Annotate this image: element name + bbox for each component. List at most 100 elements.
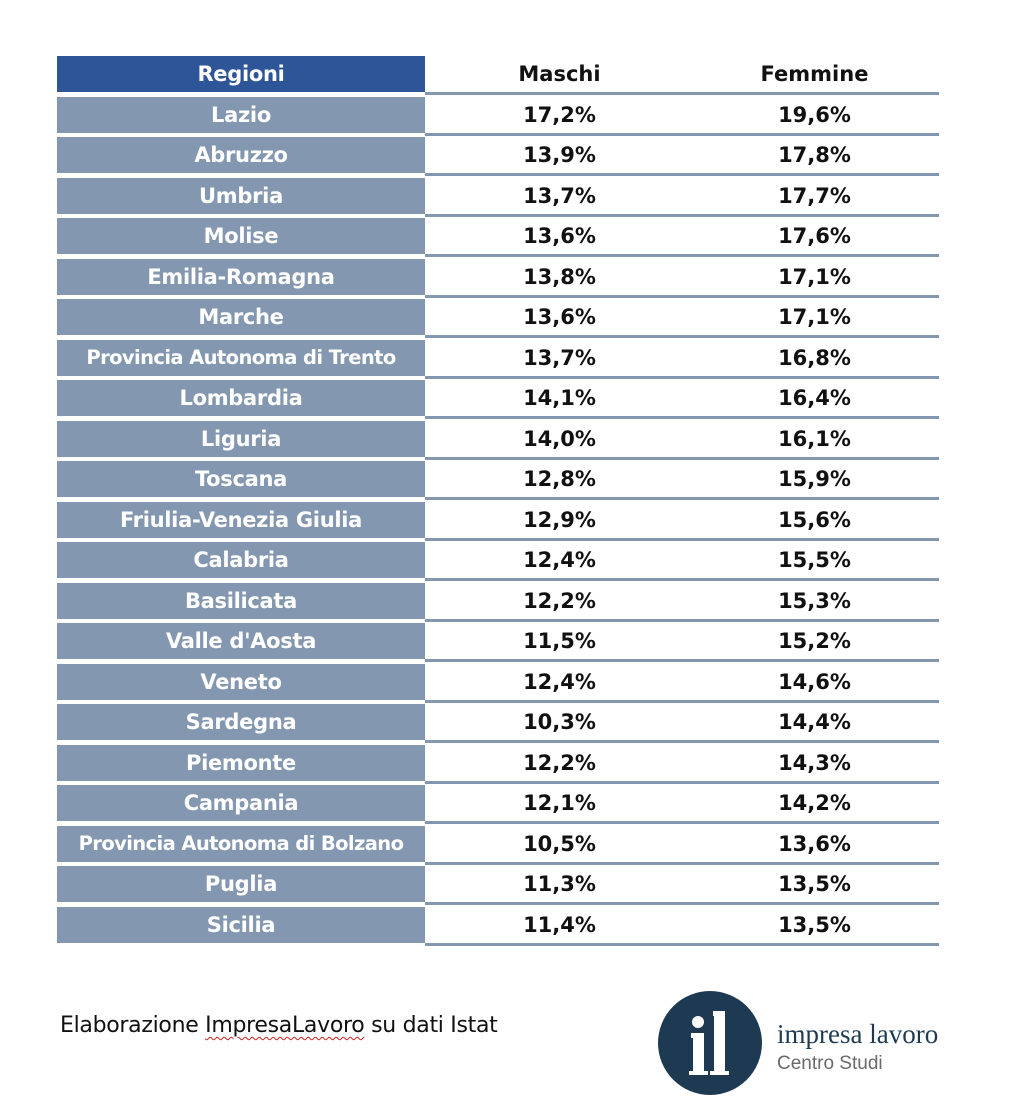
table-row: Campania 12,1% 14,2% (57, 785, 939, 826)
row-divider (425, 294, 939, 298)
row-divider (425, 942, 939, 946)
table-row: Veneto 12,4% 14,6% (57, 663, 939, 705)
femmine-cell: 17,6% (778, 224, 851, 248)
femmine-cell: 16,4% (778, 386, 851, 410)
row-divider (425, 861, 939, 865)
region-cell: Provincia Autonoma di Trento (57, 339, 425, 376)
region-cell: Lazio (57, 96, 425, 133)
table-row: Friulia-Venezia Giulia 12,9% 15,6% (57, 501, 939, 543)
femmine-cell: 17,8% (778, 143, 851, 167)
region-cell: Provincia Autonoma di Bolzano (57, 825, 425, 862)
maschi-cell: 13,7% (523, 345, 596, 370)
row-divider (425, 92, 939, 95)
maschi-cell: 12,4% (523, 669, 596, 694)
maschi-cell: 13,9% (523, 143, 596, 167)
row-divider (425, 254, 939, 257)
row-divider (425, 902, 939, 905)
row-divider (425, 780, 939, 784)
maschi-cell: 13,7% (523, 183, 596, 208)
table-row: Marche 13,6% 17,1% (57, 299, 939, 340)
femmine-cell: 13,5% (778, 912, 851, 937)
header-femmine: Femmine (760, 62, 869, 86)
table-row: Puglia 11,3% 13,5% (57, 866, 939, 907)
caption-suffix: su dati Istat (364, 1013, 498, 1038)
femmine-cell: 17,1% (778, 305, 851, 329)
region-cell: Puglia (57, 866, 425, 902)
row-divider (425, 699, 939, 703)
table-row: Sicilia 11,4% 13,5% (57, 906, 939, 948)
region-cell: Marche (57, 299, 425, 335)
row-divider (425, 132, 939, 136)
data-table: Regioni Maschi Femmine Lazio 17,2% 19,6% Ab… (57, 56, 939, 947)
region-cell: Umbria (57, 177, 425, 214)
maschi-cell: 12,8% (523, 467, 596, 491)
region-cell: Calabria (57, 542, 425, 578)
source-caption: Elaborazione ImpresaLavoro su dati Istat (60, 1013, 498, 1038)
region-cell: Emilia-Romagna (57, 258, 425, 295)
maschi-cell: 14,1% (523, 386, 596, 410)
femmine-cell: 13,5% (778, 872, 851, 896)
header-maschi: Maschi (518, 62, 601, 86)
region-cell: Sardegna (57, 704, 425, 740)
maschi-cell: 14,0% (523, 426, 596, 451)
region-cell: Veneto (57, 663, 425, 700)
region-cell: Valle d'Aosta (57, 623, 425, 659)
table-row: Basilicata 12,2% 15,3% (57, 582, 939, 624)
femmine-cell: 14,4% (778, 710, 851, 734)
region-cell: Toscana (57, 461, 425, 497)
femmine-cell: 16,1% (778, 426, 851, 451)
table-row: Provincia Autonoma di Trento 13,7% 16,8% (57, 339, 939, 381)
femmine-cell: 15,9% (778, 467, 851, 491)
femmine-cell: 17,7% (778, 183, 851, 208)
femmine-cell: 15,3% (778, 588, 851, 613)
table-row: Toscana 12,8% 15,9% (57, 461, 939, 502)
femmine-cell: 14,2% (778, 791, 851, 815)
row-divider (425, 335, 939, 338)
region-cell: Liguria (57, 420, 425, 457)
logo-il-glyph (689, 1011, 729, 1075)
table-row: Abruzzo 13,9% 17,8% (57, 137, 939, 178)
femmine-cell: 14,6% (778, 669, 851, 694)
table-row: Umbria 13,7% 17,7% (57, 177, 939, 219)
maschi-cell: 13,6% (523, 305, 596, 329)
femmine-cell: 14,3% (778, 750, 851, 775)
row-divider (425, 416, 939, 419)
femmine-cell: 19,6% (778, 102, 851, 127)
row-divider (425, 375, 939, 379)
table-row: Molise 13,6% 17,6% (57, 218, 939, 259)
logo-name: impresa lavoro (777, 1019, 939, 1049)
table-row: Calabria 12,4% 15,5% (57, 542, 939, 583)
row-divider (425, 497, 939, 500)
table-row: Lazio 17,2% 19,6% (57, 96, 939, 138)
region-cell: Piemonte (57, 744, 425, 781)
region-cell: Campania (57, 785, 425, 821)
region-cell: Friulia-Venezia Giulia (57, 501, 425, 538)
table-row: Provincia Autonoma di Bolzano 10,5% 13,6% (57, 825, 939, 867)
table-row: Piemonte 12,2% 14,3% (57, 744, 939, 786)
region-cell: Abruzzo (57, 137, 425, 173)
table-row: Valle d'Aosta 11,5% 15,2% (57, 623, 939, 664)
maschi-cell: 11,3% (523, 872, 596, 896)
caption-brand: ImpresaLavoro (205, 1013, 365, 1038)
table-row: Lombardia 14,1% 16,4% (57, 380, 939, 421)
logo-mark (658, 991, 762, 1095)
femmine-cell: 15,2% (778, 629, 851, 653)
femmine-cell: 15,6% (778, 507, 851, 532)
maschi-cell: 11,4% (523, 912, 596, 937)
row-divider (425, 821, 939, 824)
femmine-cell: 15,5% (778, 548, 851, 572)
maschi-cell: 11,5% (523, 629, 596, 653)
table-body: Lazio 17,2% 19,6% Abruzzo 13,9% 17,8% Umbria 13… (57, 96, 939, 948)
maschi-cell: 12,9% (523, 507, 596, 532)
maschi-cell: 10,5% (523, 831, 596, 856)
row-divider (425, 537, 939, 541)
maschi-cell: 17,2% (523, 102, 596, 127)
row-divider (425, 578, 939, 581)
header-regioni: Regioni (57, 56, 425, 92)
region-cell: Lombardia (57, 380, 425, 416)
table-row: Emilia-Romagna 13,8% 17,1% (57, 258, 939, 300)
maschi-cell: 12,2% (523, 588, 596, 613)
maschi-cell: 12,2% (523, 750, 596, 775)
femmine-cell: 17,1% (778, 264, 851, 289)
row-divider (425, 456, 939, 460)
